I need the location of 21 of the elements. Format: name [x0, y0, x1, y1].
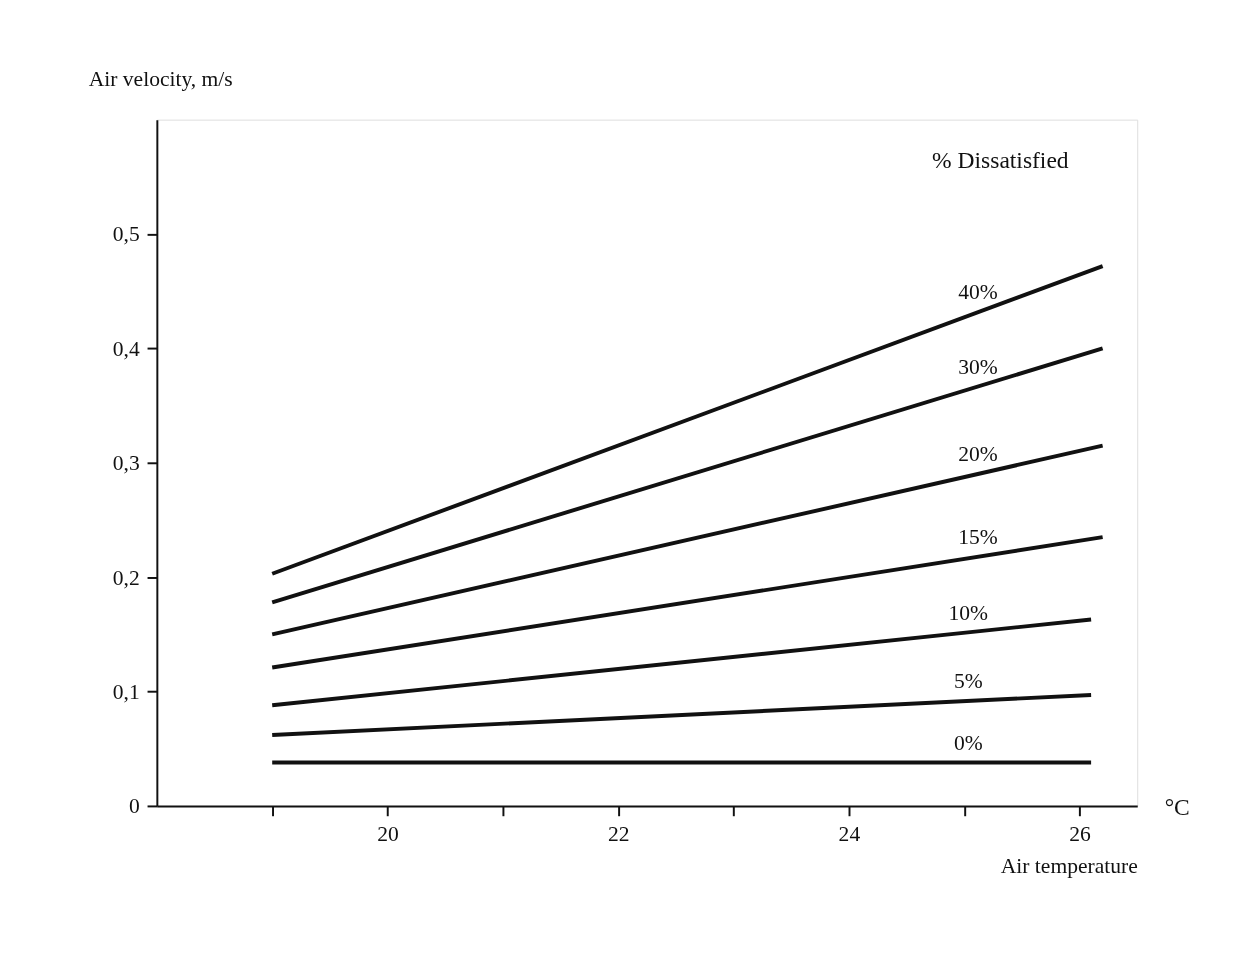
y-tick-label: 0,3: [112, 451, 140, 476]
series-label: 5%: [953, 669, 983, 694]
series-label: 40%: [958, 280, 998, 305]
series-label: 15%: [958, 524, 998, 549]
y-tick-label: 0,2: [112, 565, 140, 590]
y-tick-label: 0,5: [112, 222, 140, 247]
series-label: 30%: [958, 354, 998, 379]
text: °C: [1164, 793, 1190, 820]
x-tick-label: 26: [1069, 821, 1092, 846]
x-axis-title: Air temperature: [1000, 854, 1138, 879]
series-label: 20%: [958, 442, 998, 467]
y-tick-label: 0,1: [112, 679, 140, 704]
y-axis-title: Air velocity, m/s: [88, 66, 233, 91]
x-tick-label: 20: [377, 821, 399, 846]
y-tick-label: 0,4: [112, 336, 140, 361]
x-tick-label: 22: [607, 821, 630, 846]
x-tick-label: 24: [838, 821, 861, 846]
annotation: % Dissatisfied: [932, 146, 1069, 173]
y-tick-label: 0: [128, 794, 140, 819]
series-label: 0%: [953, 730, 983, 755]
series-label: 10%: [948, 600, 989, 625]
